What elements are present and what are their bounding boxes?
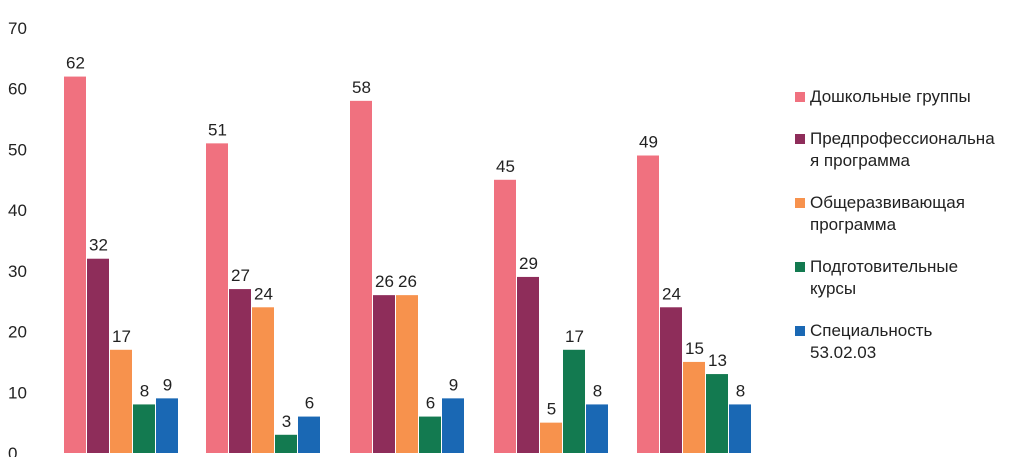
bar [298, 416, 320, 453]
y-tick-label: 70 [8, 19, 27, 38]
bar-value-label: 8 [140, 381, 149, 400]
legend-swatch [795, 326, 805, 336]
legend-item: Общеразвивающая программа [795, 192, 1030, 236]
bar [660, 307, 682, 453]
bar-value-label: 24 [662, 284, 681, 303]
bar [586, 404, 608, 453]
bar [64, 76, 86, 454]
bar-value-label: 62 [66, 54, 85, 73]
y-tick-label: 60 [8, 80, 27, 99]
y-tick-label: 0 [8, 444, 17, 457]
legend-label: Подготовительные курсы [810, 257, 959, 298]
bar [683, 361, 705, 453]
bar [252, 307, 274, 453]
bar [373, 295, 395, 453]
bar [637, 155, 659, 453]
legend-item: Предпрофессиональна я программа [795, 128, 1030, 172]
legend: Дошкольные группы Предпрофессиональна я п… [795, 86, 1030, 384]
bar [229, 289, 251, 453]
y-tick-label: 50 [8, 140, 27, 159]
legend-swatch [795, 134, 805, 144]
legend-item: Специальность 53.02.03 [795, 320, 1030, 364]
legend-swatch [795, 198, 805, 208]
bar [729, 404, 751, 453]
bar-value-label: 17 [565, 327, 584, 346]
bar-value-label: 8 [736, 381, 745, 400]
bar [206, 143, 228, 453]
bar [419, 416, 441, 453]
y-tick-label: 40 [8, 201, 27, 220]
bar-value-label: 26 [375, 272, 394, 291]
bar-value-label: 6 [426, 394, 435, 413]
bar-value-label: 9 [163, 375, 172, 394]
bar-value-label: 5 [547, 400, 556, 419]
y-tick-label: 30 [8, 262, 27, 281]
bar [133, 404, 155, 453]
bar-value-label: 15 [685, 339, 704, 358]
bar-value-label: 6 [305, 394, 314, 413]
bar [442, 398, 464, 453]
bar [110, 349, 132, 453]
legend-item: Дошкольные группы [795, 86, 1030, 108]
legend-item: Подготовительные курсы [795, 256, 1030, 300]
bar [156, 398, 178, 453]
legend-label: Дошкольные группы [810, 87, 971, 106]
bar-value-label: 27 [231, 266, 250, 285]
bar-value-label: 45 [496, 157, 515, 176]
y-axis: 0 10 20 30 40 50 60 70 [8, 19, 27, 457]
y-tick-label: 20 [8, 323, 27, 342]
bar-value-label: 17 [112, 327, 131, 346]
bar [563, 349, 585, 453]
bar [494, 179, 516, 454]
bar [87, 258, 109, 453]
bar-value-label: 24 [254, 284, 273, 303]
bar-value-label: 58 [352, 78, 371, 97]
bar-value-label: 49 [639, 133, 658, 152]
bar-value-label: 3 [282, 412, 291, 431]
bar-value-label: 32 [89, 236, 108, 255]
legend-label: Специальность 53.02.03 [810, 321, 933, 362]
legend-swatch [795, 92, 805, 102]
bar [350, 100, 372, 453]
bar [275, 434, 297, 453]
legend-swatch [795, 262, 805, 272]
bar-value-label: 8 [593, 381, 602, 400]
bar-value-label: 9 [449, 375, 458, 394]
legend-label: Общеразвивающая программа [810, 193, 965, 234]
legend-label: Предпрофессиональна я программа [810, 129, 995, 170]
bar-value-label: 26 [398, 272, 417, 291]
bars [64, 76, 751, 454]
bar-value-label: 29 [519, 254, 538, 273]
y-tick-label: 10 [8, 383, 27, 402]
bar-value-label: 13 [708, 351, 727, 370]
bar [396, 295, 418, 453]
bar [540, 422, 562, 453]
bar [706, 374, 728, 453]
bar [517, 276, 539, 453]
bar-value-label: 51 [208, 120, 227, 139]
